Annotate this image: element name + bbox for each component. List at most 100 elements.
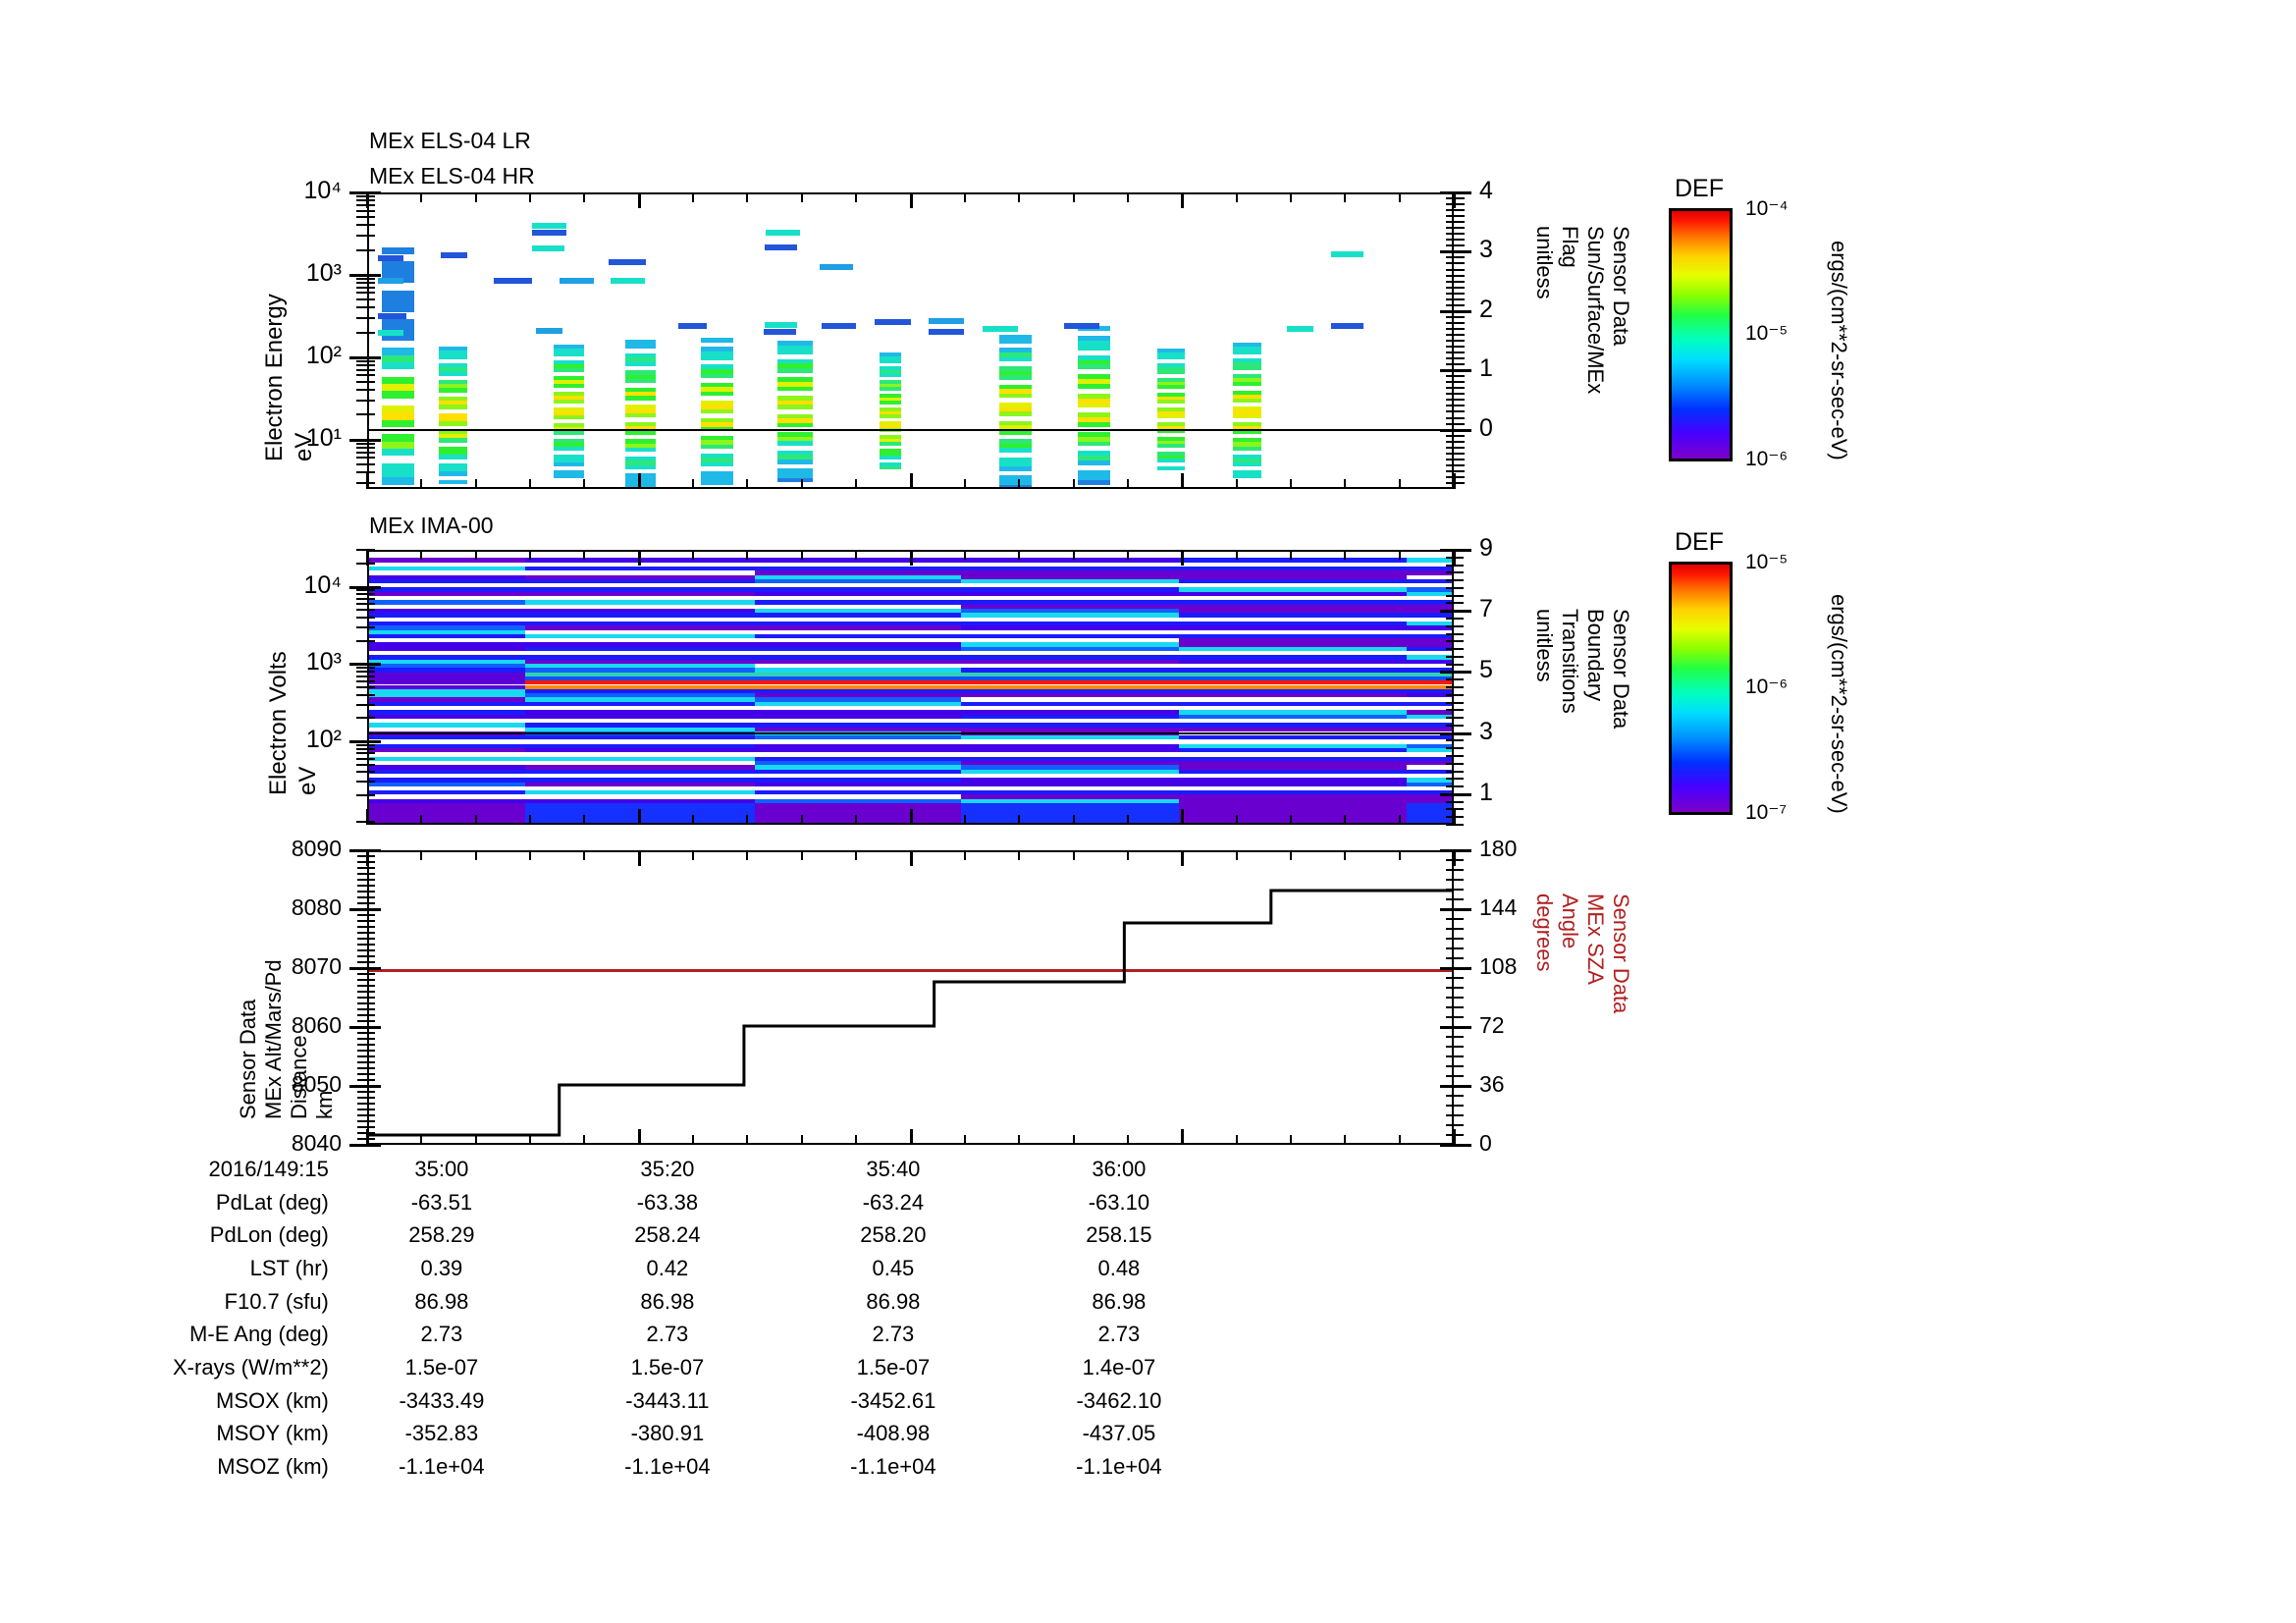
spectrogram-band <box>525 566 755 571</box>
axis-tick-label: 8050 <box>291 1071 342 1097</box>
spectrogram-stripe <box>554 415 585 420</box>
spectrogram-stripe <box>625 370 657 375</box>
axis-tick <box>1454 303 1465 306</box>
spectrogram-band <box>754 756 962 762</box>
axis-tick <box>356 286 367 289</box>
axis-tick <box>1454 1105 1464 1107</box>
axis-tick <box>1454 244 1465 247</box>
spectrogram-band <box>754 714 962 719</box>
axis-tick <box>1181 473 1185 489</box>
axis-tick <box>746 1135 749 1145</box>
spectrogram-stripe <box>1077 451 1110 457</box>
spectrogram-band <box>369 743 526 749</box>
axis-tick <box>367 855 375 857</box>
spectrogram-stripe <box>700 355 733 360</box>
spectrogram-stripe <box>999 393 1033 399</box>
spectrogram-stripe <box>438 467 467 472</box>
axis-tick <box>1454 458 1465 460</box>
spectrogram-stripe <box>763 328 797 335</box>
axis-tick <box>1454 556 1464 559</box>
axis-tick <box>367 891 375 893</box>
axis-tick <box>529 1135 532 1145</box>
spectrogram-band <box>754 803 962 823</box>
spectrogram-stripe <box>1077 398 1110 404</box>
axis-tick <box>367 597 375 600</box>
spectrogram-stripe <box>382 268 415 276</box>
spectrogram-band <box>961 625 1179 630</box>
axis-tick <box>367 273 381 277</box>
axis-tick <box>367 292 375 295</box>
axis-tick <box>1454 346 1465 349</box>
axis-tick <box>367 1120 375 1122</box>
spectrogram-stripe <box>554 474 585 479</box>
table-cell: -63.10 <box>1088 1189 1150 1215</box>
axis-tick <box>1440 792 1454 796</box>
axis-tick <box>583 192 586 202</box>
spectrogram-band <box>961 680 1179 685</box>
axis-tick <box>1454 594 1464 597</box>
axis-tick <box>1446 440 1454 443</box>
spectrogram-stripe <box>700 369 733 374</box>
axis-tick <box>909 809 913 825</box>
axis-tick <box>1446 481 1454 484</box>
spectrogram-band <box>369 629 526 634</box>
axis-tick <box>746 550 749 560</box>
colorbar-1-mid-label: 10⁻⁵ <box>1745 322 1789 345</box>
spectrogram-stripe <box>382 412 415 420</box>
axis-tick <box>1454 816 1464 819</box>
axis-tick <box>420 479 423 489</box>
table-cell: -380.91 <box>630 1421 705 1446</box>
spectrogram-band <box>1178 769 1408 774</box>
axis-tick <box>1454 701 1464 704</box>
spectrogram-stripe <box>554 380 585 385</box>
spectrogram-stripe <box>625 443 657 449</box>
axis-tick <box>349 740 367 744</box>
spectrogram-band <box>525 591 755 597</box>
spectrogram-stripe <box>700 351 733 356</box>
axis-tick-label: 10² <box>305 726 342 754</box>
spectrogram-band <box>1407 794 1452 799</box>
axis-tick <box>367 821 375 824</box>
axis-tick <box>1446 1036 1454 1038</box>
axis-tick <box>1446 1055 1454 1057</box>
spectrogram-stripe <box>880 380 902 384</box>
axis-tick <box>1454 399 1465 402</box>
axis-tick <box>1454 1065 1464 1067</box>
spectrogram-band <box>525 723 755 728</box>
spectrogram-band <box>1407 558 1452 563</box>
spectrogram-band <box>1407 743 1452 749</box>
axis-tick <box>692 550 695 560</box>
axis-tick <box>367 675 375 677</box>
spectrogram-band <box>754 684 962 689</box>
spectrogram-band <box>1407 600 1452 605</box>
spectrogram-band <box>525 676 755 681</box>
axis-tick <box>356 671 367 674</box>
spectrogram-band <box>754 574 962 579</box>
axis-tick <box>1446 446 1454 449</box>
axis-tick-label: 0 <box>1479 1130 1492 1156</box>
spectrogram-stripe <box>700 338 733 343</box>
table-row: PdLat (deg) -63.51 -63.38 -63.24 -63.10 <box>173 1187 1232 1220</box>
axis-tick <box>367 743 375 746</box>
axis-tick <box>1446 280 1454 283</box>
axis-tick <box>474 850 477 860</box>
table-cell: -63.24 <box>862 1189 925 1215</box>
spectrogram-stripe <box>382 318 415 327</box>
axis-tick <box>1454 1016 1464 1018</box>
axis-tick <box>357 949 367 951</box>
axis-tick <box>357 985 367 987</box>
axis-tick <box>367 955 375 957</box>
colorbar-1-bottom-label: 10⁻⁶ <box>1745 448 1789 470</box>
axis-tick <box>1446 209 1454 212</box>
axis-tick <box>349 1026 367 1029</box>
axis-tick <box>1453 809 1456 825</box>
axis-tick <box>367 413 375 416</box>
axis-tick <box>1018 192 1021 202</box>
axis-tick <box>356 216 367 219</box>
spectrogram-stripe <box>1233 413 1261 419</box>
axis-tick <box>1446 262 1454 265</box>
spectrogram-stripe <box>625 421 657 427</box>
table-row-label: MSOY (km) <box>216 1421 329 1446</box>
spectrogram-stripe <box>1233 458 1261 462</box>
axis-tick <box>356 679 367 682</box>
